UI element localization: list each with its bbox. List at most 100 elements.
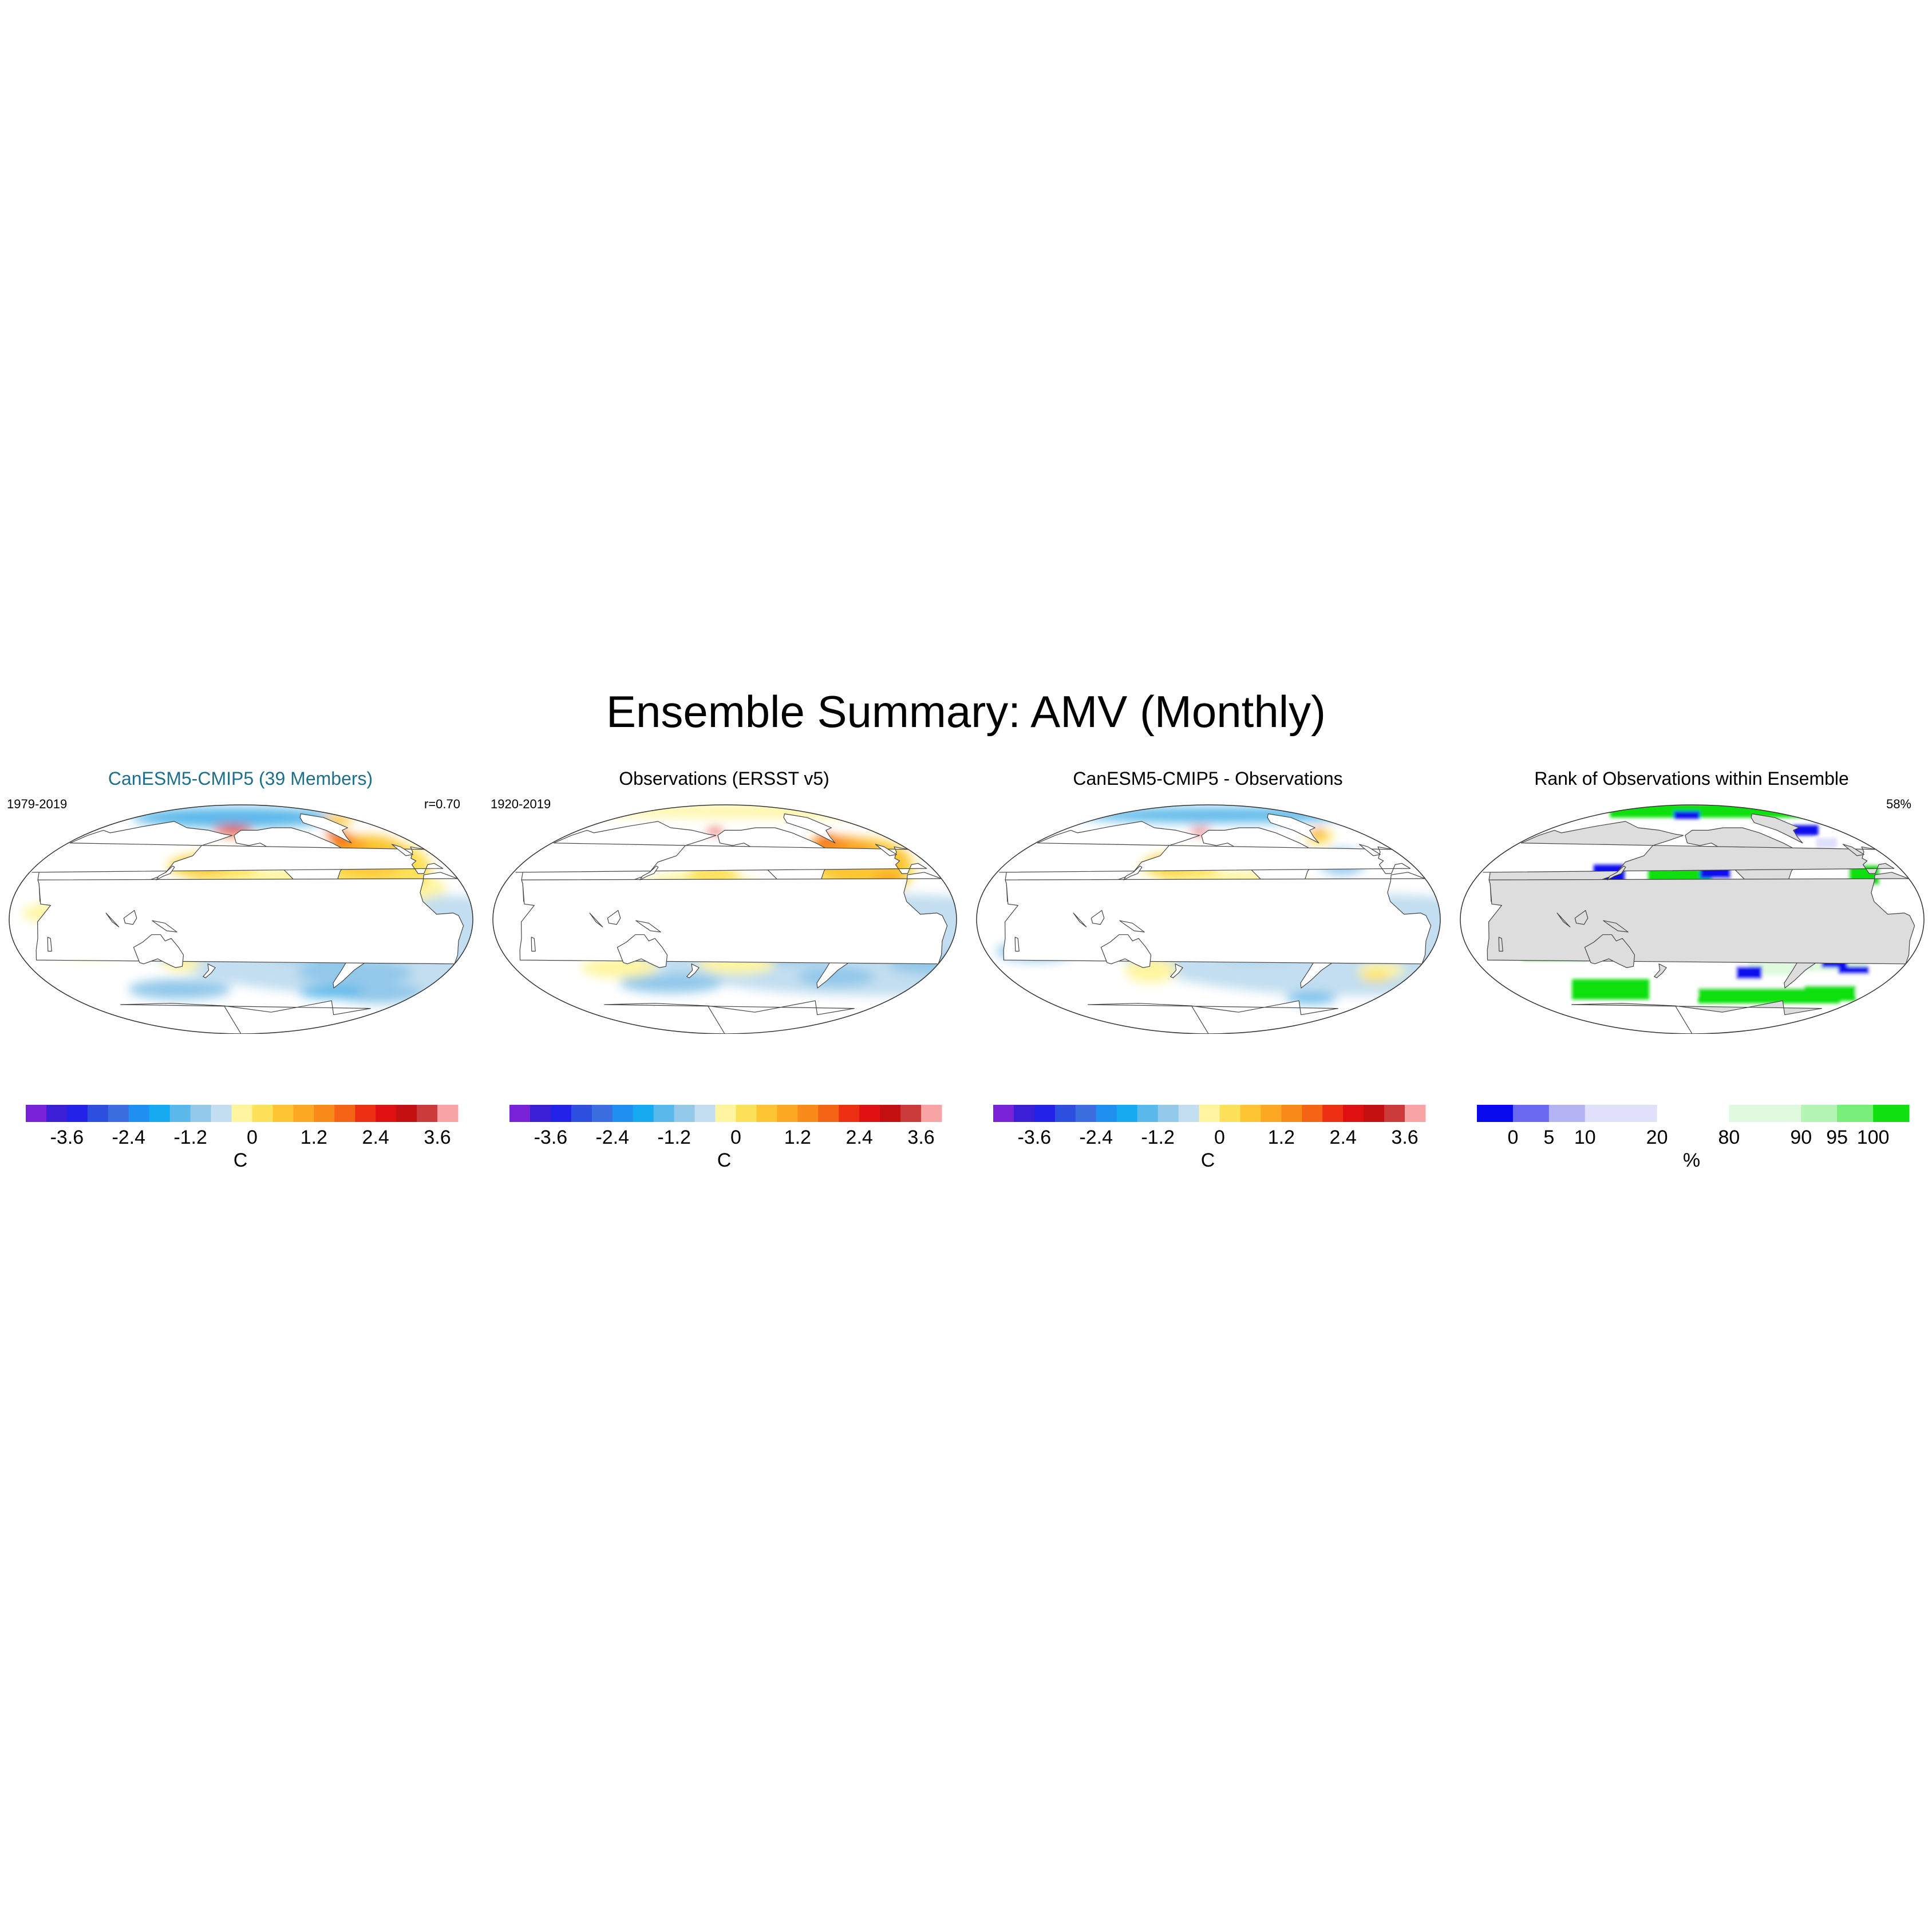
colorbar-box-3	[1585, 1105, 1622, 1122]
land-borneo	[1091, 910, 1105, 925]
land-uk	[1358, 844, 1381, 856]
colorbar-tick-label: 1.2	[301, 1127, 327, 1148]
colorbar-box-11	[252, 1105, 273, 1122]
field-layer	[515, 805, 957, 1034]
land-new-zealand	[203, 963, 216, 978]
colorbar-box-19	[1384, 1105, 1405, 1122]
colorbar-box-20	[1405, 1105, 1426, 1122]
colorbar-box-16	[1322, 1105, 1344, 1122]
anomaly-blob-5	[619, 973, 723, 993]
colorbar-tick-label: 3.6	[907, 1127, 934, 1148]
colorbar-box-15	[818, 1105, 839, 1122]
colorbar-box-10	[231, 1105, 252, 1122]
colorbar-tick-label: 80	[1718, 1127, 1740, 1148]
land-new-guinea	[1119, 920, 1145, 933]
colorbar-box-1	[46, 1105, 68, 1122]
colorbar-tick-label: -1.2	[173, 1127, 207, 1148]
field-cell-7	[1804, 985, 1856, 1001]
land-greenland	[783, 813, 836, 844]
map-observations	[492, 804, 957, 1034]
colorbar-tick-label: 3.6	[1391, 1127, 1418, 1148]
colorbar-box-2	[66, 1105, 88, 1122]
panel-difference: CanESM5-CMIP5 - Observations -3.6 -2.4 -1.…	[967, 767, 1448, 1179]
colorbar-box-4	[1621, 1105, 1658, 1122]
colorbar-box-6	[633, 1105, 654, 1122]
period-label: 1979-2019	[7, 797, 68, 811]
field-layer	[22, 807, 473, 1034]
colorbar-box-13	[777, 1105, 798, 1122]
colorbar-tick-label: 100	[1857, 1127, 1890, 1148]
colorbar-box-10	[1199, 1105, 1220, 1122]
colorbar-tick-label: 90	[1790, 1127, 1812, 1148]
colorbar-box-18	[1364, 1105, 1385, 1122]
anomaly-blob-4	[128, 979, 232, 999]
colorbar-box-1	[1512, 1105, 1550, 1122]
colorbar-tick-label: -1.2	[657, 1127, 691, 1148]
map-border	[492, 804, 957, 1034]
field-cell-25	[1816, 837, 1837, 848]
land-japan	[1123, 866, 1143, 880]
panel-rank: Rank of Observations within Ensemble 58%…	[1451, 767, 1932, 1179]
colorbar-tick-label: 95	[1826, 1127, 1848, 1148]
colorbar-box-14	[797, 1105, 819, 1122]
figure-title: Ensemble Summary: AMV (Monthly)	[606, 686, 1326, 737]
land-uk	[391, 844, 413, 856]
land-australia	[617, 934, 668, 968]
land-greenland	[1267, 813, 1319, 844]
colorbar-box-11	[736, 1105, 757, 1122]
land-borneo	[1574, 910, 1589, 925]
colorbar-box-4	[591, 1105, 613, 1122]
field-cell-22	[1674, 811, 1700, 819]
colorbar-box-4	[1075, 1105, 1097, 1122]
field-cell-20	[1838, 966, 1870, 974]
colorbar-box-8	[190, 1105, 212, 1122]
colorbar-tick-label: 1.2	[784, 1127, 811, 1148]
colorbar-box-5	[612, 1105, 634, 1122]
correlation-label: r=0.70	[424, 797, 460, 811]
colorbar-tick-label: 3.6	[424, 1127, 451, 1148]
panel-model-mean: CanESM5-CMIP5 (39 Members) 1979-2019 r=0…	[0, 767, 481, 1179]
map-border	[976, 804, 1441, 1034]
land-indonesia-1	[1556, 912, 1571, 927]
colorbar-box-1	[530, 1105, 551, 1122]
panel-title: Rank of Observations within Ensemble	[1534, 768, 1849, 789]
land-new-zealand	[1170, 963, 1183, 978]
anomaly-blob-13	[1360, 971, 1392, 982]
colorbar-tick-label: -2.4	[595, 1127, 629, 1148]
colorbar-box-16	[839, 1105, 860, 1122]
colorbar-box-3	[571, 1105, 592, 1122]
colorbar-box-9	[1801, 1105, 1838, 1122]
anomaly-blob-6	[298, 985, 363, 998]
colorbar-box-11	[1219, 1105, 1240, 1122]
anomaly-blob-4	[1077, 807, 1361, 823]
colorbar-box-11	[1873, 1105, 1910, 1122]
colorbar-tick-label: 5	[1543, 1127, 1554, 1148]
land-africa	[1487, 872, 1915, 965]
colorbar-temperature: -3.6 -2.4 -1.2 0 1.2 2.4 3.6 C	[509, 1105, 942, 1171]
field-cell-18	[1736, 966, 1762, 979]
colorbar-tick-label: 2.4	[1330, 1127, 1357, 1148]
colorbar-box-5	[1096, 1105, 1117, 1122]
colorbar-box-9	[694, 1105, 716, 1122]
colorbar-tick-label: -3.6	[1018, 1127, 1052, 1148]
colorbar-box-1	[1013, 1105, 1035, 1122]
colorbar-box-0	[26, 1105, 47, 1122]
map-model-mean	[9, 804, 473, 1034]
colorbar-box-2	[550, 1105, 572, 1122]
field-cell-10	[1643, 805, 1747, 812]
colorbar-box-18	[396, 1105, 417, 1122]
colorbar-tick-label: -2.4	[112, 1127, 145, 1148]
colorbar-temperature: -3.6 -2.4 -1.2 0 1.2 2.4 3.6 C	[993, 1105, 1426, 1171]
land-uk	[875, 844, 897, 856]
panel-title: CanESM5-CMIP5 - Observations	[1073, 768, 1343, 789]
colorbar-box-9	[211, 1105, 232, 1122]
land-new-guinea	[1603, 920, 1629, 933]
colorbar-box-19	[900, 1105, 922, 1122]
colorbar-box-16	[355, 1105, 376, 1122]
colorbar-tick-label: -2.4	[1079, 1127, 1113, 1148]
colorbar-tick-label: 0	[1214, 1127, 1225, 1148]
land-japan	[156, 866, 175, 880]
land-antarctica	[1571, 1000, 1822, 1034]
land-indonesia-1	[589, 912, 603, 927]
colorbar-tick-label: 20	[1646, 1127, 1668, 1148]
